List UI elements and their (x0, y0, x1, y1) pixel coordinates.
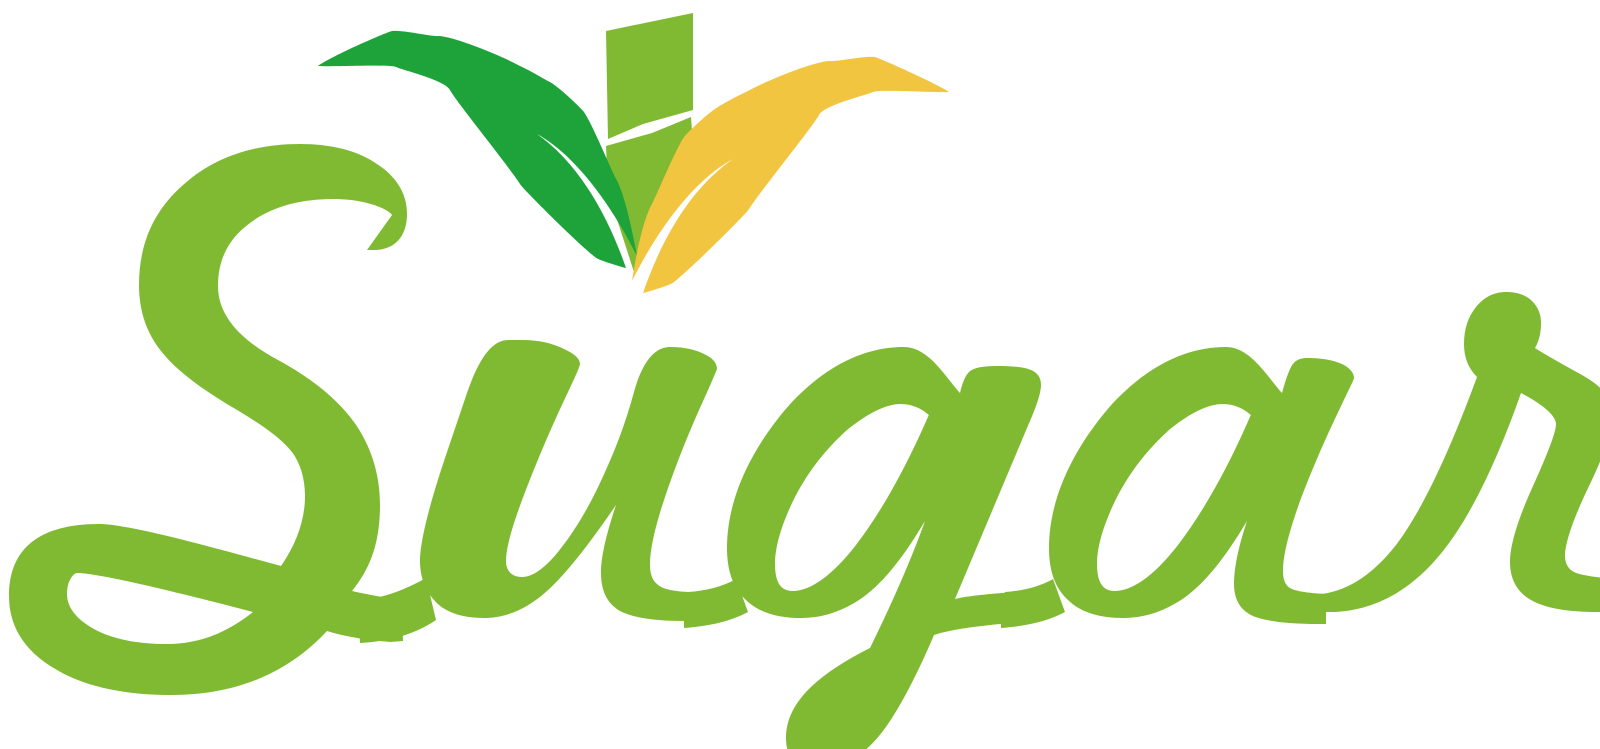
wordmark-graphic (9, 144, 1600, 749)
connector-ug-shape (684, 579, 748, 628)
letter-g-shape (727, 347, 1041, 749)
yellow-leaf (632, 56, 949, 293)
connector-su-shape (358, 578, 436, 643)
stalk-shape (606, 13, 693, 139)
letter-a-shape (1049, 347, 1354, 624)
connector-ga-shape (1001, 579, 1065, 628)
letter-r-shape (1322, 292, 1600, 612)
letter-u-shape (420, 340, 717, 621)
sugarcane-leaves-icon (318, 13, 949, 293)
dark-green-leaf (318, 30, 637, 269)
letter-s-shape (9, 144, 407, 695)
